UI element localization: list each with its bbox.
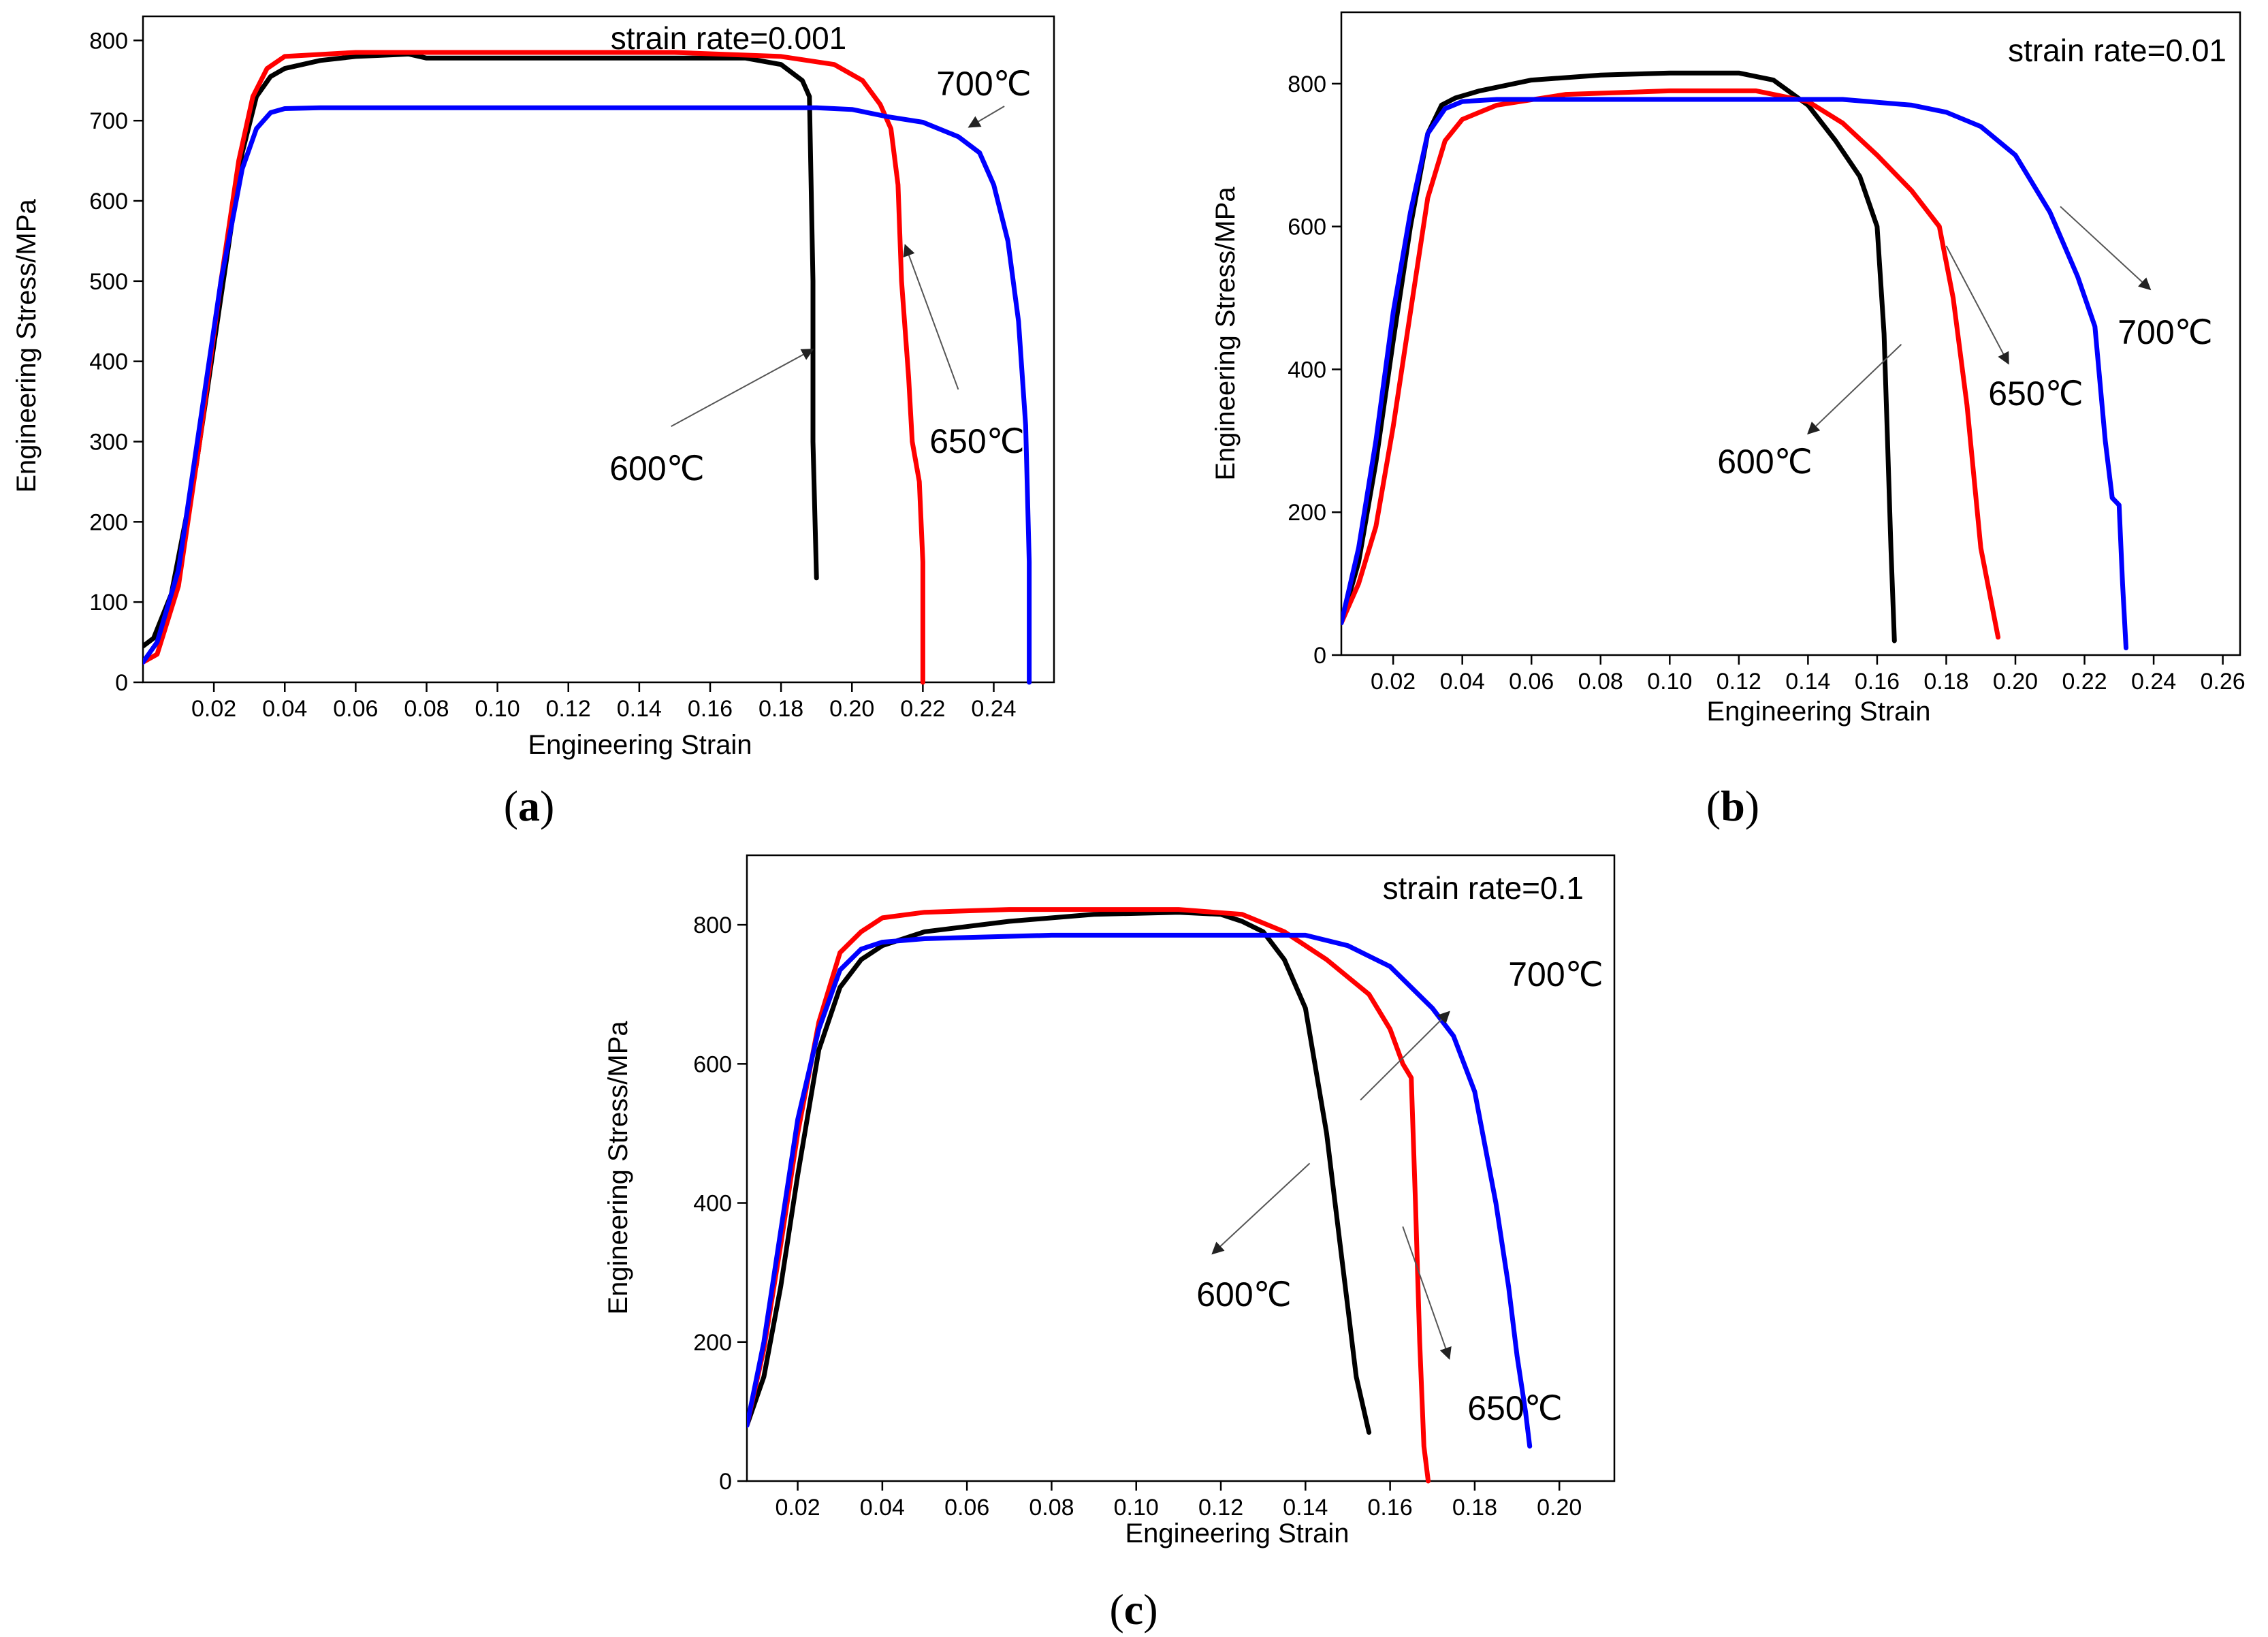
x-tick-label: 0.10 bbox=[475, 696, 520, 722]
x-tick-label: 0.16 bbox=[688, 696, 733, 722]
y-axis-title: Engineering Stress/MPa bbox=[12, 199, 42, 493]
x-tick-label: 0.12 bbox=[1198, 1495, 1243, 1521]
plot-frame bbox=[746, 854, 1616, 1482]
series-line-650C bbox=[747, 907, 1431, 1484]
temperature-label: 700℃ bbox=[936, 65, 1032, 103]
annotation-arrow bbox=[2060, 206, 2152, 291]
y-tick-label: 400 bbox=[89, 349, 128, 375]
annotation-arrow bbox=[903, 244, 959, 390]
y-tick-label: 700 bbox=[89, 108, 128, 134]
series-line-650C bbox=[143, 50, 925, 685]
x-tick-label: 0.06 bbox=[333, 696, 378, 722]
y-tick-label: 800 bbox=[1288, 71, 1326, 97]
x-tick-label: 0.04 bbox=[1440, 669, 1485, 695]
y-tick-label: 800 bbox=[693, 912, 732, 938]
x-tick-label: 0.18 bbox=[1923, 669, 1968, 695]
x-tick-label: 0.10 bbox=[1114, 1495, 1159, 1521]
temperature-label: 650℃ bbox=[1467, 1389, 1563, 1427]
annotation-arrow bbox=[968, 106, 1005, 128]
x-tick-label: 0.02 bbox=[191, 696, 236, 722]
temperature-label: 650℃ bbox=[1988, 375, 2083, 413]
strain-rate-label: strain rate=0.1 bbox=[1383, 870, 1584, 906]
series-line-650C bbox=[1341, 88, 2001, 640]
y-tick-label: 500 bbox=[89, 269, 128, 295]
strain-rate-label: strain rate=0.001 bbox=[611, 20, 847, 56]
x-tick-label: 0.16 bbox=[1855, 669, 1900, 695]
x-tick-label: 0.14 bbox=[617, 696, 662, 722]
chart-panel-a: 0.02 0.04 0.06 0.08 0.10 0.12 0.14 0.16 0.18 0.20… bbox=[12, 15, 1055, 830]
x-tick-label: 0.24 bbox=[971, 696, 1016, 722]
y-tick-label: 600 bbox=[1288, 214, 1326, 240]
temperature-label: 700℃ bbox=[2118, 313, 2213, 351]
x-tick-label: 0.10 bbox=[1647, 669, 1692, 695]
temperature-label: 600℃ bbox=[1717, 443, 1812, 481]
panel-label: (c) bbox=[1109, 1585, 1157, 1634]
x-tick-label: 0.08 bbox=[1029, 1495, 1074, 1521]
x-tick-label: 0.12 bbox=[546, 696, 591, 722]
x-tick-label: 0.26 bbox=[2201, 669, 2246, 695]
x-tick-label: 0.18 bbox=[758, 696, 803, 722]
x-axis-title: Engineering Strain bbox=[1706, 697, 1930, 727]
series-line-700C bbox=[143, 105, 1032, 685]
y-tick-label: 100 bbox=[89, 590, 128, 616]
y-tick-label: 0 bbox=[115, 670, 128, 696]
y-tick-label: 600 bbox=[693, 1051, 732, 1077]
y-axis-title: Engineering Stress/MPa bbox=[1211, 187, 1241, 481]
x-tick-label: 0.16 bbox=[1368, 1495, 1413, 1521]
x-tick-label: 0.18 bbox=[1452, 1495, 1497, 1521]
temperature-label: 700℃ bbox=[1508, 955, 1603, 994]
temperature-label: 600℃ bbox=[1196, 1275, 1292, 1314]
x-tick-label: 0.20 bbox=[1993, 669, 2038, 695]
x-axis-title: Engineering Strain bbox=[528, 730, 752, 760]
x-tick-label: 0.22 bbox=[2062, 669, 2107, 695]
x-tick-label: 0.06 bbox=[1509, 669, 1554, 695]
x-tick-label: 0.04 bbox=[860, 1495, 905, 1521]
x-tick-label: 0.14 bbox=[1283, 1495, 1328, 1521]
y-tick-label: 0 bbox=[1313, 643, 1326, 669]
y-tick-label: 400 bbox=[1288, 357, 1326, 383]
strain-rate-label: strain rate=0.01 bbox=[2008, 33, 2226, 68]
annotation-arrow bbox=[671, 349, 814, 427]
x-tick-label: 0.20 bbox=[829, 696, 874, 722]
annotation-arrow bbox=[1211, 1162, 1311, 1255]
y-tick-label: 600 bbox=[89, 189, 128, 214]
x-tick-label: 0.08 bbox=[404, 696, 449, 722]
x-tick-label: 0.02 bbox=[1371, 669, 1416, 695]
x-tick-label: 0.02 bbox=[775, 1495, 820, 1521]
annotation-arrow bbox=[1945, 245, 2009, 365]
y-tick-label: 200 bbox=[1288, 500, 1326, 526]
y-axis-title: Engineering Stress/MPa bbox=[603, 1021, 633, 1315]
y-tick-label: 300 bbox=[89, 430, 128, 456]
x-tick-label: 0.20 bbox=[1537, 1495, 1582, 1521]
temperature-label: 600℃ bbox=[609, 449, 705, 488]
y-tick-label: 200 bbox=[89, 509, 128, 535]
series-line-700C bbox=[747, 932, 1533, 1449]
y-tick-label: 800 bbox=[89, 28, 128, 54]
series-line-700C bbox=[1341, 97, 2128, 650]
x-axis-title: Engineering Strain bbox=[1125, 1519, 1349, 1548]
x-tick-label: 0.08 bbox=[1578, 669, 1623, 695]
plot-frame bbox=[142, 15, 1055, 684]
annotation-arrow bbox=[1360, 1011, 1450, 1101]
chart-panel-c: 0.02 0.04 0.06 0.08 0.10 0.12 0.14 0.16 0.18 0.20… bbox=[603, 854, 1616, 1634]
x-tick-label: 0.06 bbox=[944, 1495, 989, 1521]
panel-label: (b) bbox=[1706, 782, 1759, 830]
series-line-600C bbox=[747, 910, 1372, 1435]
x-tick-label: 0.04 bbox=[262, 696, 307, 722]
y-tick-label: 0 bbox=[719, 1469, 732, 1495]
y-tick-label: 400 bbox=[693, 1191, 732, 1217]
x-tick-label: 0.14 bbox=[1785, 669, 1830, 695]
temperature-label: 650℃ bbox=[929, 422, 1025, 460]
y-tick-label: 200 bbox=[693, 1330, 732, 1356]
annotation-arrow bbox=[1807, 344, 1902, 435]
chart-panel-b: 0.02 0.04 0.06 0.08 0.10 0.12 0.14 0.16 0.18 0.20… bbox=[1211, 11, 2246, 830]
panel-label: (a) bbox=[504, 782, 555, 830]
x-tick-label: 0.22 bbox=[900, 696, 945, 722]
series-line-600C bbox=[1341, 70, 1897, 643]
x-tick-label: 0.12 bbox=[1716, 669, 1761, 695]
annotation-arrow bbox=[1402, 1226, 1452, 1360]
plot-frame bbox=[1340, 11, 2241, 656]
x-tick-label: 0.24 bbox=[2131, 669, 2176, 695]
